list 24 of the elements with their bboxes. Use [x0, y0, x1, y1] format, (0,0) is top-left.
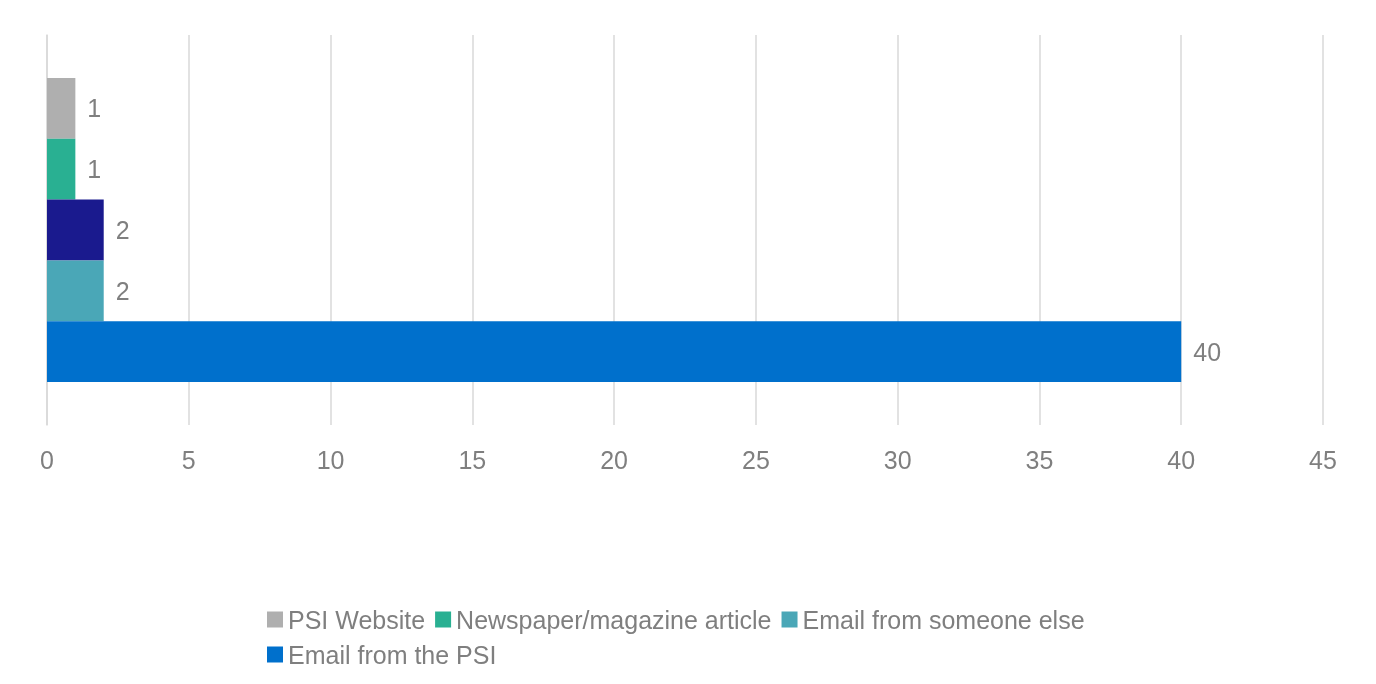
data-label: 1: [87, 94, 102, 123]
data-label: 2: [115, 276, 130, 305]
x-tick-label: 40: [1167, 445, 1196, 474]
legend-label: Email from someone else: [802, 605, 1085, 634]
x-tick-label: 25: [741, 445, 770, 474]
data-label: 2: [115, 216, 130, 244]
data-label: 40: [1193, 337, 1222, 366]
bar: [47, 260, 104, 322]
x-tick-label: 0: [40, 445, 54, 474]
bar: [47, 199, 104, 261]
x-tick-label: 35: [1025, 445, 1054, 474]
bar: [47, 77, 76, 139]
legend-label: Email from the PSI: [288, 640, 497, 669]
x-tick-label: 5: [181, 445, 196, 474]
legend-label: PSI Website: [288, 605, 426, 634]
bar: [47, 138, 76, 200]
x-tick-label: 20: [600, 445, 629, 474]
x-tick-label: 30: [883, 445, 912, 474]
data-label: 1: [87, 155, 102, 184]
x-tick-label: 45: [1309, 445, 1337, 474]
x-tick-label: 15: [458, 445, 487, 474]
x-tick-label: 10: [316, 445, 345, 474]
legend-label: Newspaper/magazine article: [456, 605, 772, 634]
bar: [47, 321, 1182, 383]
